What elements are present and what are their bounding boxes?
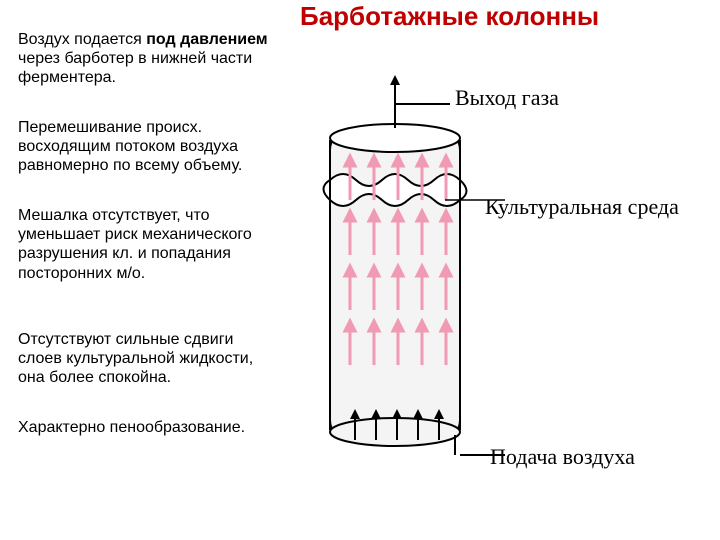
page-title: Барботажные колонны — [300, 2, 599, 32]
p1-tail: через барботер в нижней части ферментера… — [18, 50, 252, 86]
p2-text: Перемешивание происх. восходящим потоком… — [18, 119, 242, 174]
paragraph-5: Характерно пенообразование. — [18, 418, 268, 437]
p4-text: Отсутствуют сильные сдвиги слоев культур… — [18, 331, 253, 386]
paragraph-2: Перемешивание происх. восходящим потоком… — [18, 118, 268, 176]
p1-bold: под давлением — [146, 31, 267, 48]
p3-text: Мешалка отсутствует, что уменьшает риск … — [18, 207, 252, 282]
bubble-column-diagram — [300, 60, 700, 530]
paragraph-1: Воздух подается под давлением через барб… — [18, 30, 268, 88]
paragraph-3: Мешалка отсутствует, что уменьшает риск … — [18, 206, 268, 283]
p5-text: Характерно пенообразование. — [18, 419, 245, 436]
p1-lead: Воздух подается — [18, 31, 146, 48]
paragraph-4: Отсутствуют сильные сдвиги слоев культур… — [18, 330, 268, 388]
